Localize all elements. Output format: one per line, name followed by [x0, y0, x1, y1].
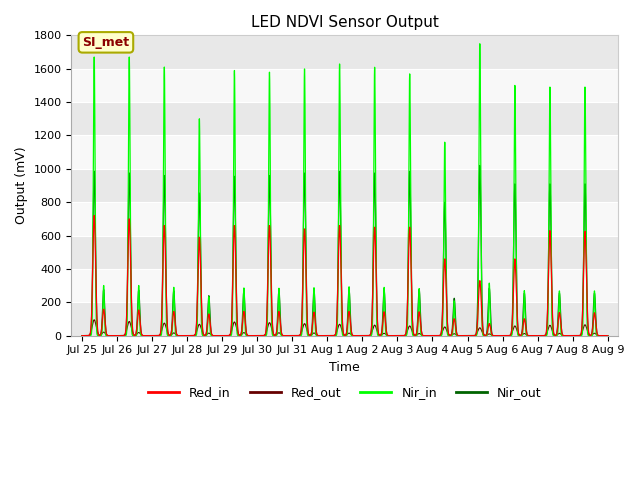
Bar	[72, 269, 618, 302]
Bar	[72, 202, 618, 236]
Bar	[72, 69, 618, 102]
Bar	[72, 236, 618, 269]
Y-axis label: Output (mV): Output (mV)	[15, 147, 28, 224]
Title: LED NDVI Sensor Output: LED NDVI Sensor Output	[251, 15, 439, 30]
Bar	[72, 302, 618, 336]
Bar	[72, 135, 618, 169]
Bar	[72, 102, 618, 135]
X-axis label: Time: Time	[330, 361, 360, 374]
Legend: Red_in, Red_out, Nir_in, Nir_out: Red_in, Red_out, Nir_in, Nir_out	[143, 382, 547, 405]
Bar	[72, 169, 618, 202]
Bar	[72, 36, 618, 69]
Text: SI_met: SI_met	[83, 36, 129, 49]
